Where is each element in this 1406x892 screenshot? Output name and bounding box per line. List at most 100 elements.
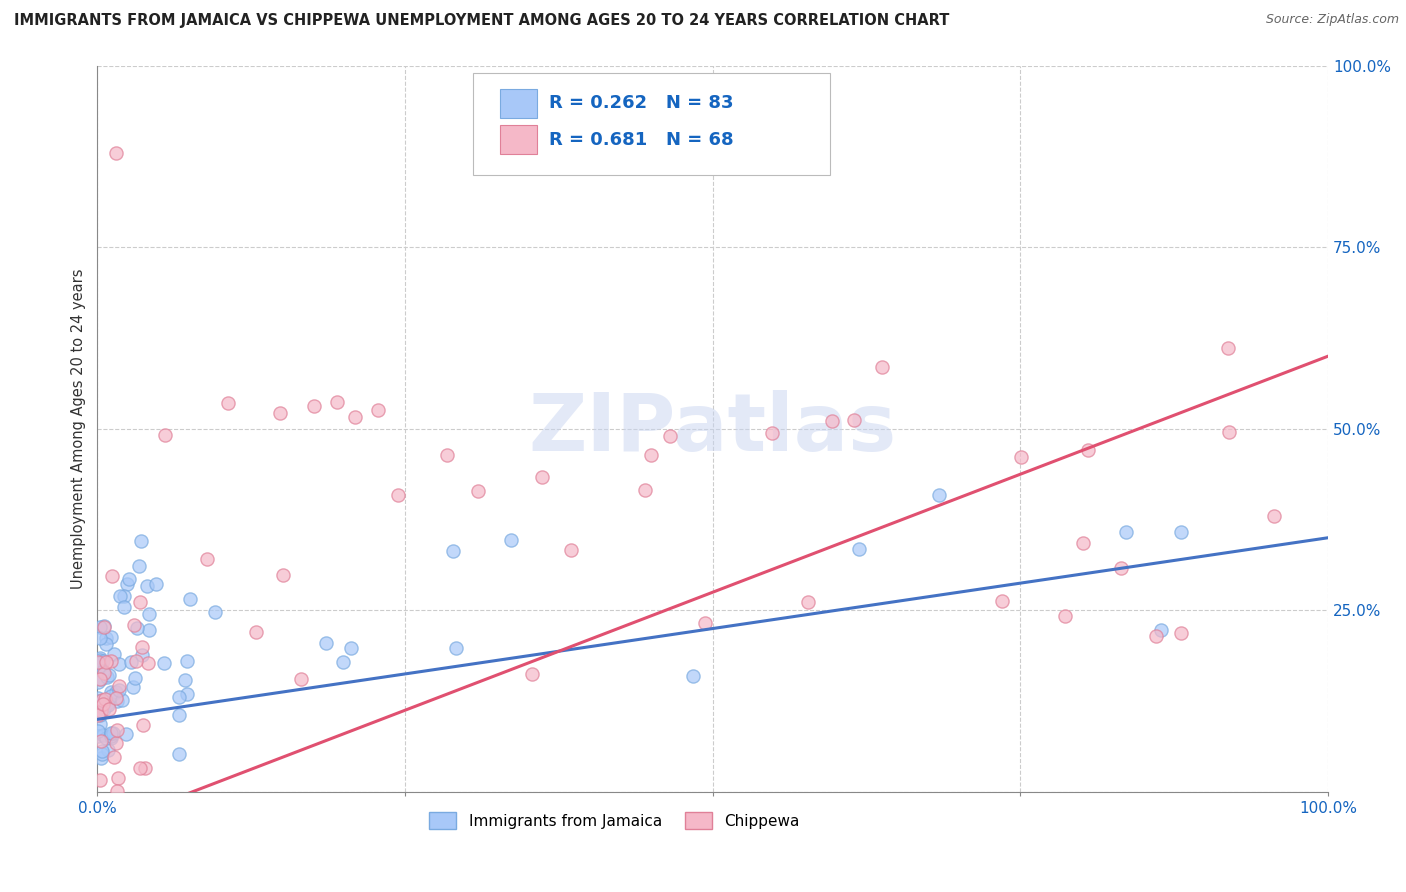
Point [103, 749, 125, 764]
Point [640, 448, 662, 462]
Point [96, 731, 118, 746]
Point [87, 729, 110, 743]
Point [928, 488, 950, 502]
Point [104, 691, 127, 706]
Point [105, 694, 128, 708]
Point [105, 736, 128, 750]
Point [87, 707, 110, 722]
Text: R = 0.262   N = 83: R = 0.262 N = 83 [550, 95, 734, 112]
Point [100, 685, 122, 699]
Bar [499, 125, 537, 154]
Point [108, 589, 131, 603]
Point [89, 653, 111, 667]
Text: Source: ZipAtlas.com: Source: ZipAtlas.com [1265, 13, 1399, 27]
Point [96, 670, 118, 684]
Point [100, 731, 122, 745]
Point [128, 761, 150, 775]
Point [467, 484, 489, 499]
Point [269, 406, 291, 420]
Point [1115, 524, 1137, 539]
Point [145, 577, 167, 591]
Point [179, 592, 201, 607]
Point [387, 488, 409, 502]
Text: R = 0.681   N = 68: R = 0.681 N = 68 [550, 131, 734, 149]
Point [108, 657, 131, 671]
Point [96, 655, 118, 669]
Point [217, 396, 239, 410]
Point [87, 723, 110, 738]
Point [89, 631, 111, 645]
Point [107, 772, 129, 786]
Point [797, 595, 820, 609]
Point [90, 672, 112, 686]
Point [842, 413, 865, 427]
Point [90, 734, 112, 748]
Point [325, 395, 347, 409]
Point [1144, 629, 1167, 643]
Point [1071, 535, 1094, 549]
Point [115, 577, 138, 591]
Point [89, 707, 111, 722]
Point [91, 655, 114, 669]
Point [129, 533, 152, 548]
Point [530, 470, 553, 484]
Point [136, 656, 159, 670]
Point [682, 668, 704, 682]
Point [659, 429, 682, 443]
Text: IMMIGRANTS FROM JAMAICA VS CHIPPEWA UNEMPLOYMENT AMONG AGES 20 TO 24 YEARS CORRE: IMMIGRANTS FROM JAMAICA VS CHIPPEWA UNEM… [14, 13, 949, 29]
Point [100, 729, 122, 743]
Point [90, 704, 112, 718]
Point [89, 651, 111, 665]
Point [271, 568, 294, 582]
Point [90, 744, 112, 758]
Point [136, 579, 159, 593]
Point [1170, 626, 1192, 640]
Point [634, 483, 657, 497]
Point [114, 727, 136, 741]
Point [125, 655, 148, 669]
Point [173, 673, 195, 687]
Point [436, 448, 458, 462]
Point [101, 569, 124, 583]
Point [761, 425, 783, 440]
Point [124, 671, 146, 685]
Point [103, 647, 125, 661]
Point [89, 694, 111, 708]
Point [93, 620, 115, 634]
Point [1053, 608, 1076, 623]
Point [105, 783, 128, 797]
Text: ZIPatlas: ZIPatlas [529, 390, 897, 467]
Point [121, 680, 143, 694]
Point [560, 542, 582, 557]
Point [91, 728, 114, 742]
Point [304, 399, 326, 413]
Point [176, 687, 198, 701]
Point [93, 619, 115, 633]
Point [343, 410, 366, 425]
Point [169, 747, 191, 762]
Point [848, 542, 870, 557]
Point [520, 666, 543, 681]
Point [100, 726, 122, 740]
Point [991, 593, 1014, 607]
Point [153, 656, 176, 670]
Point [112, 600, 135, 615]
Point [89, 657, 111, 672]
Point [90, 751, 112, 765]
Point [120, 656, 142, 670]
Bar [499, 89, 537, 118]
Point [91, 747, 114, 761]
Point [94, 691, 117, 706]
Point [367, 402, 389, 417]
Point [1150, 624, 1173, 638]
Point [129, 595, 152, 609]
Point [153, 428, 176, 442]
Point [1263, 508, 1285, 523]
Point [105, 723, 128, 737]
Point [91, 665, 114, 679]
Point [87, 708, 110, 723]
Point [89, 620, 111, 634]
Point [100, 654, 122, 668]
Point [820, 414, 842, 428]
Point [98, 702, 121, 716]
